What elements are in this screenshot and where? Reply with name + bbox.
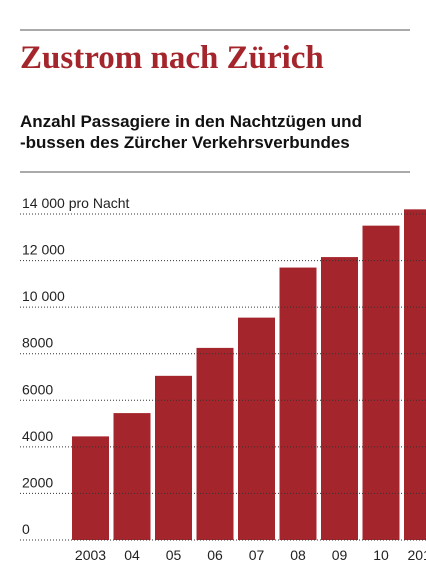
y-tick-label: 8000 [22,335,53,351]
x-tick-label: 06 [207,547,223,563]
bar [404,209,426,541]
bar [321,257,358,540]
y-tick-label: 6000 [22,381,53,397]
x-tick-label: 10 [373,547,389,563]
x-tick-label: 08 [290,547,306,563]
bar [238,317,275,540]
bar [362,225,400,540]
x-tick-label: 07 [249,547,265,563]
x-tick-label: 05 [166,547,182,563]
y-tick-label: 10 000 [22,288,65,304]
bar [279,267,317,540]
bar [72,436,109,540]
chart-title: Zustrom nach Zürich [20,40,324,76]
bar [113,413,151,540]
y-tick-label: 0 [22,521,30,537]
subtitle: Anzahl Passagiere in den Nachtzügen und [20,112,362,131]
y-tick-label: 12 000 [22,242,65,258]
y-tick-label: 4000 [22,428,53,444]
x-tick-label: 09 [332,547,348,563]
bar [196,347,234,540]
x-tick-label: 2003 [75,547,106,563]
subtitle: -bussen des Zürcher Verkehrsverbundes [20,133,350,152]
y-tick-label: 2000 [22,474,53,490]
x-tick-label: 2011 [407,547,426,563]
bar [155,375,192,540]
x-tick-label: 04 [124,547,140,563]
y-tick-label: 14 000 pro Nacht [22,195,130,211]
